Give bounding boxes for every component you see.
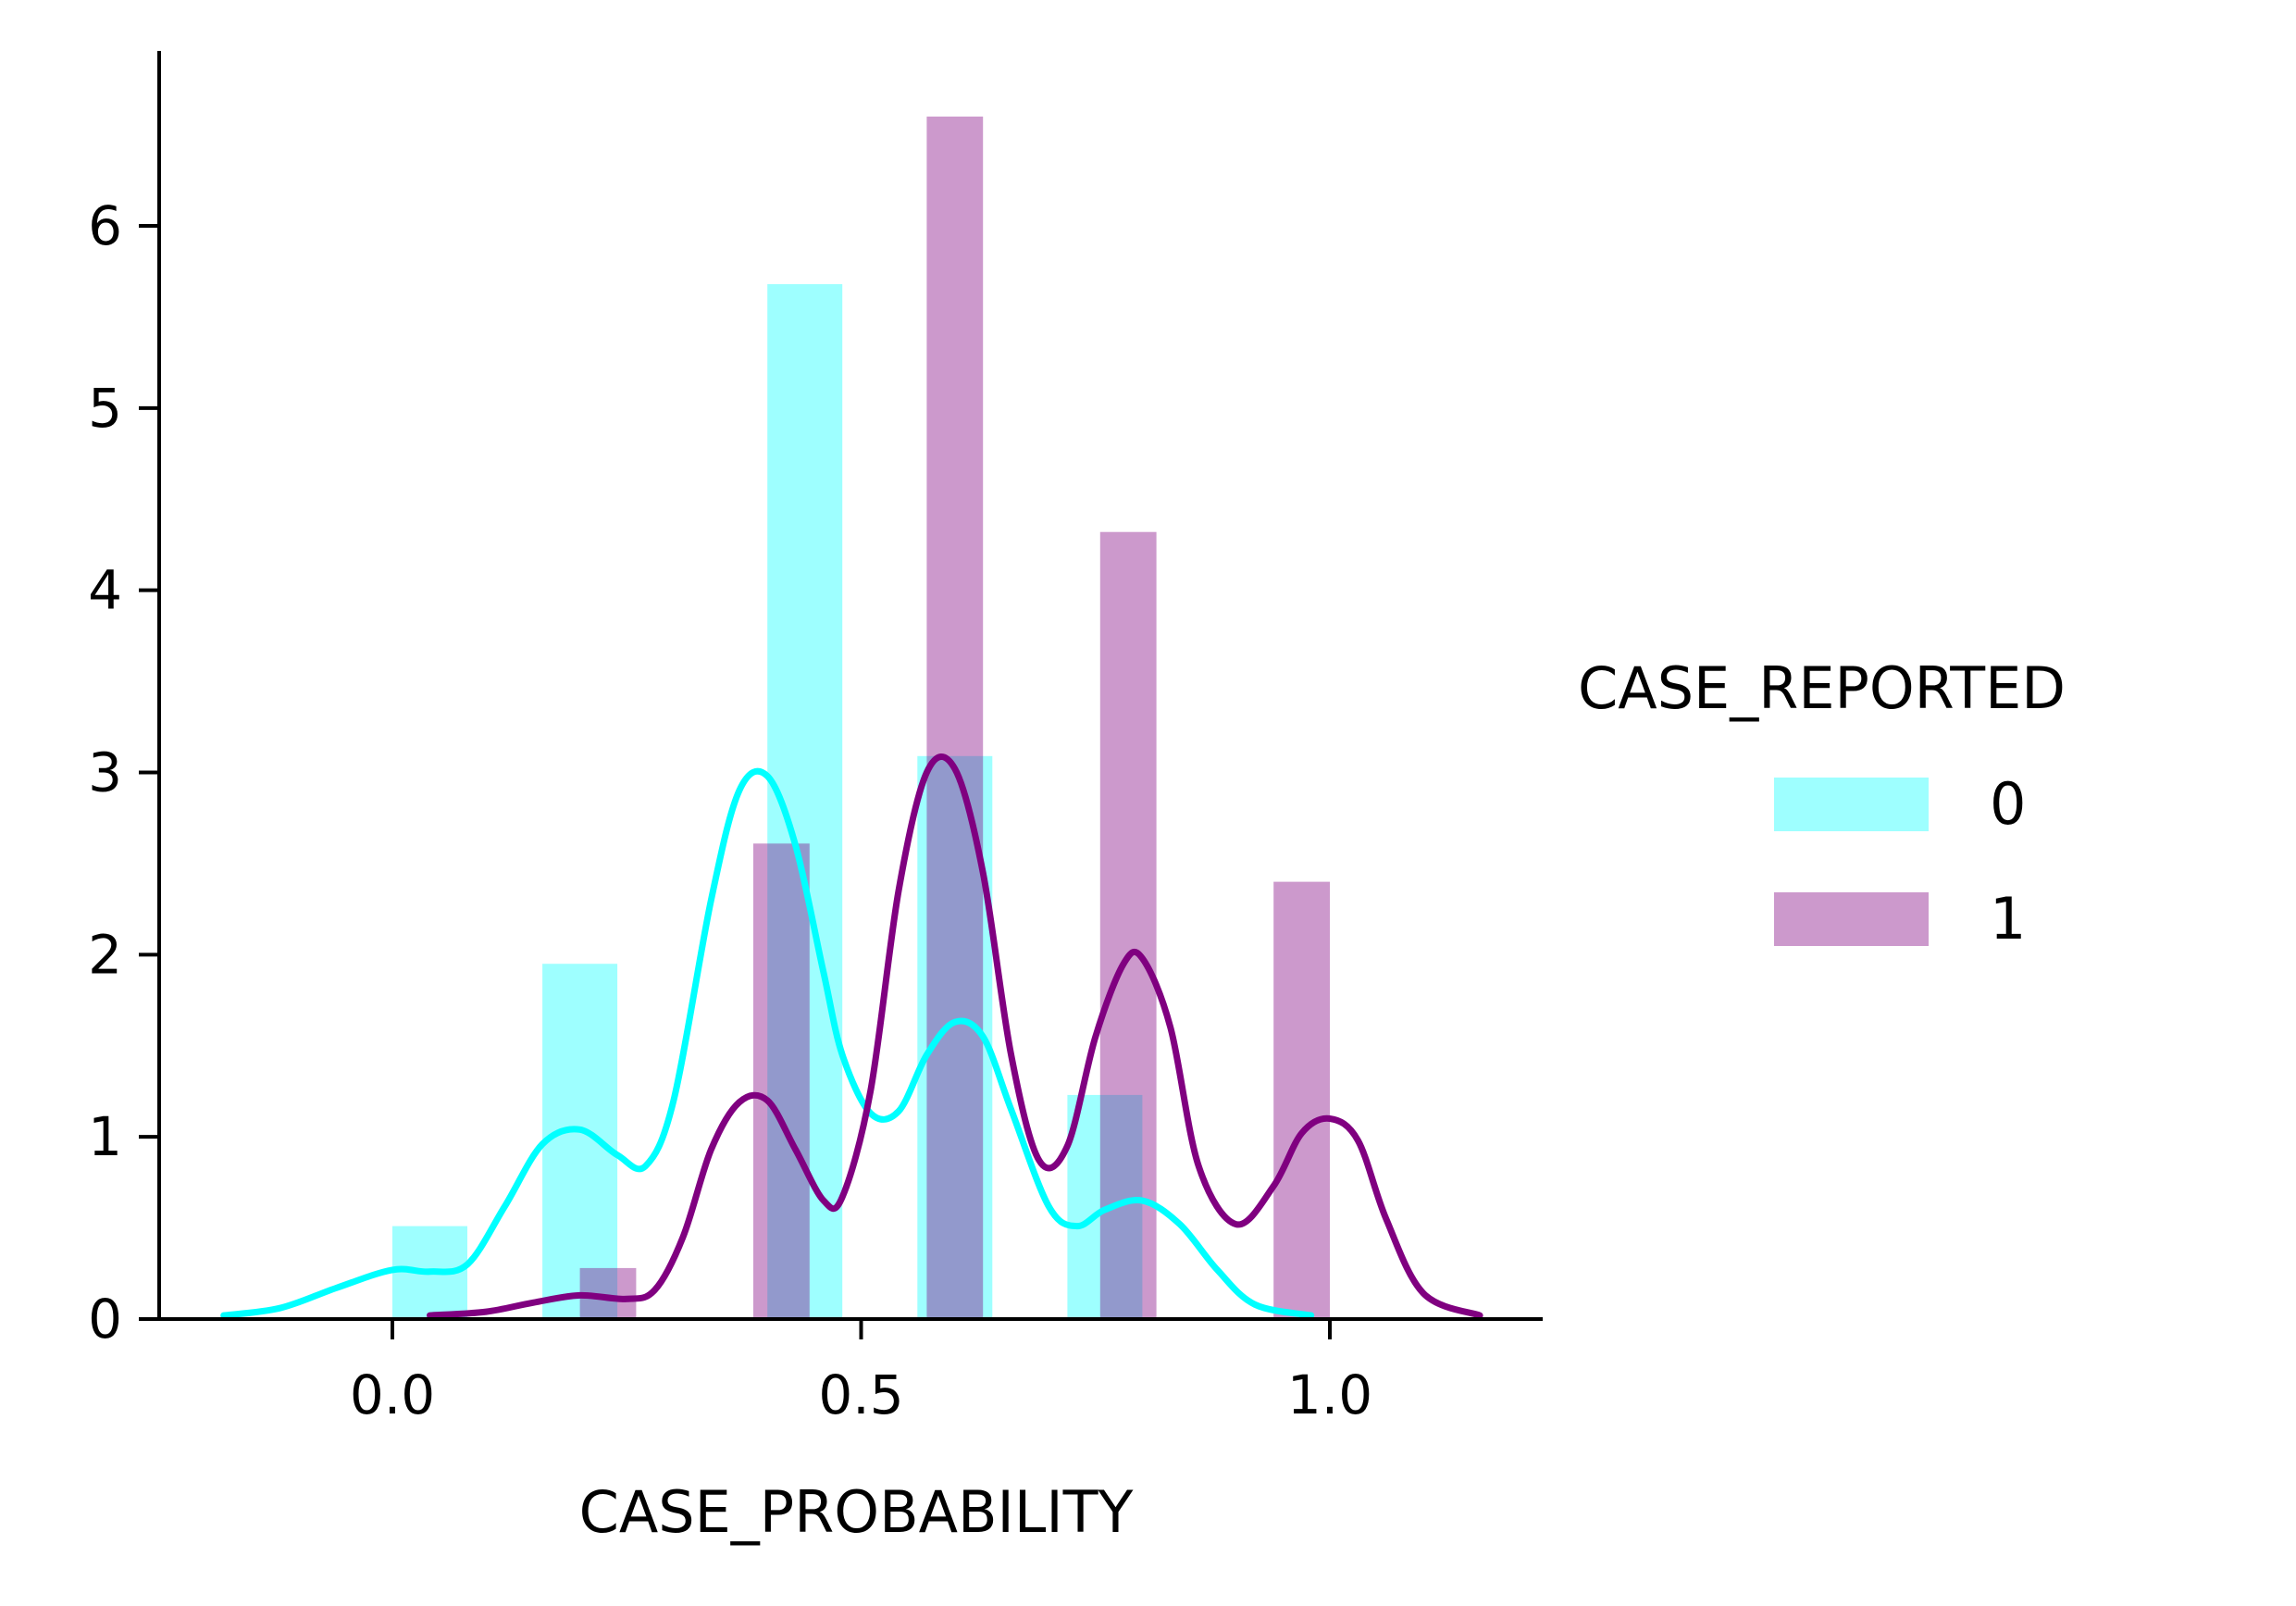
axes: 0 1 2 3 4 5 6 0.0 0.5 1.0 bbox=[88, 51, 1543, 1426]
y-tick-label: 6 bbox=[88, 194, 122, 257]
y-tick-label: 5 bbox=[88, 377, 122, 440]
histogram-bar-series-1-bin-4 bbox=[1273, 881, 1330, 1319]
histogram-bar-series-0-bin-1 bbox=[542, 964, 618, 1319]
legend-swatch-1 bbox=[1774, 892, 1929, 946]
y-tick-label: 3 bbox=[88, 741, 122, 804]
y-tick-label: 1 bbox=[88, 1105, 122, 1168]
legend-title: CASE_REPORTED bbox=[1578, 654, 2066, 722]
x-tick-label: 1.0 bbox=[1287, 1363, 1372, 1426]
kde-line-series-0 bbox=[220, 767, 1315, 1319]
histogram-bar-series-1-bin-3 bbox=[1099, 531, 1157, 1319]
histogram-bar-series-1-bin-1 bbox=[753, 843, 810, 1319]
kde-line-series-1 bbox=[427, 753, 1483, 1319]
x-tick-label: 0.5 bbox=[818, 1363, 903, 1426]
y-tick-label: 0 bbox=[88, 1288, 122, 1351]
y-tick-label: 4 bbox=[88, 559, 122, 622]
histogram-bar-series-1-bin-2 bbox=[926, 116, 984, 1319]
legend-label-0: 0 bbox=[1990, 770, 2026, 838]
y-tick-label: 2 bbox=[88, 923, 122, 986]
x-tick-label: 0.0 bbox=[350, 1363, 435, 1426]
kde-curves bbox=[220, 753, 1483, 1319]
legend-label-1: 1 bbox=[1990, 885, 2026, 952]
x-axis-label: CASE_PROBABILITY bbox=[579, 1478, 1134, 1546]
legend: CASE_REPORTED 0 1 bbox=[1578, 654, 2066, 952]
legend-swatch-0 bbox=[1774, 778, 1929, 831]
